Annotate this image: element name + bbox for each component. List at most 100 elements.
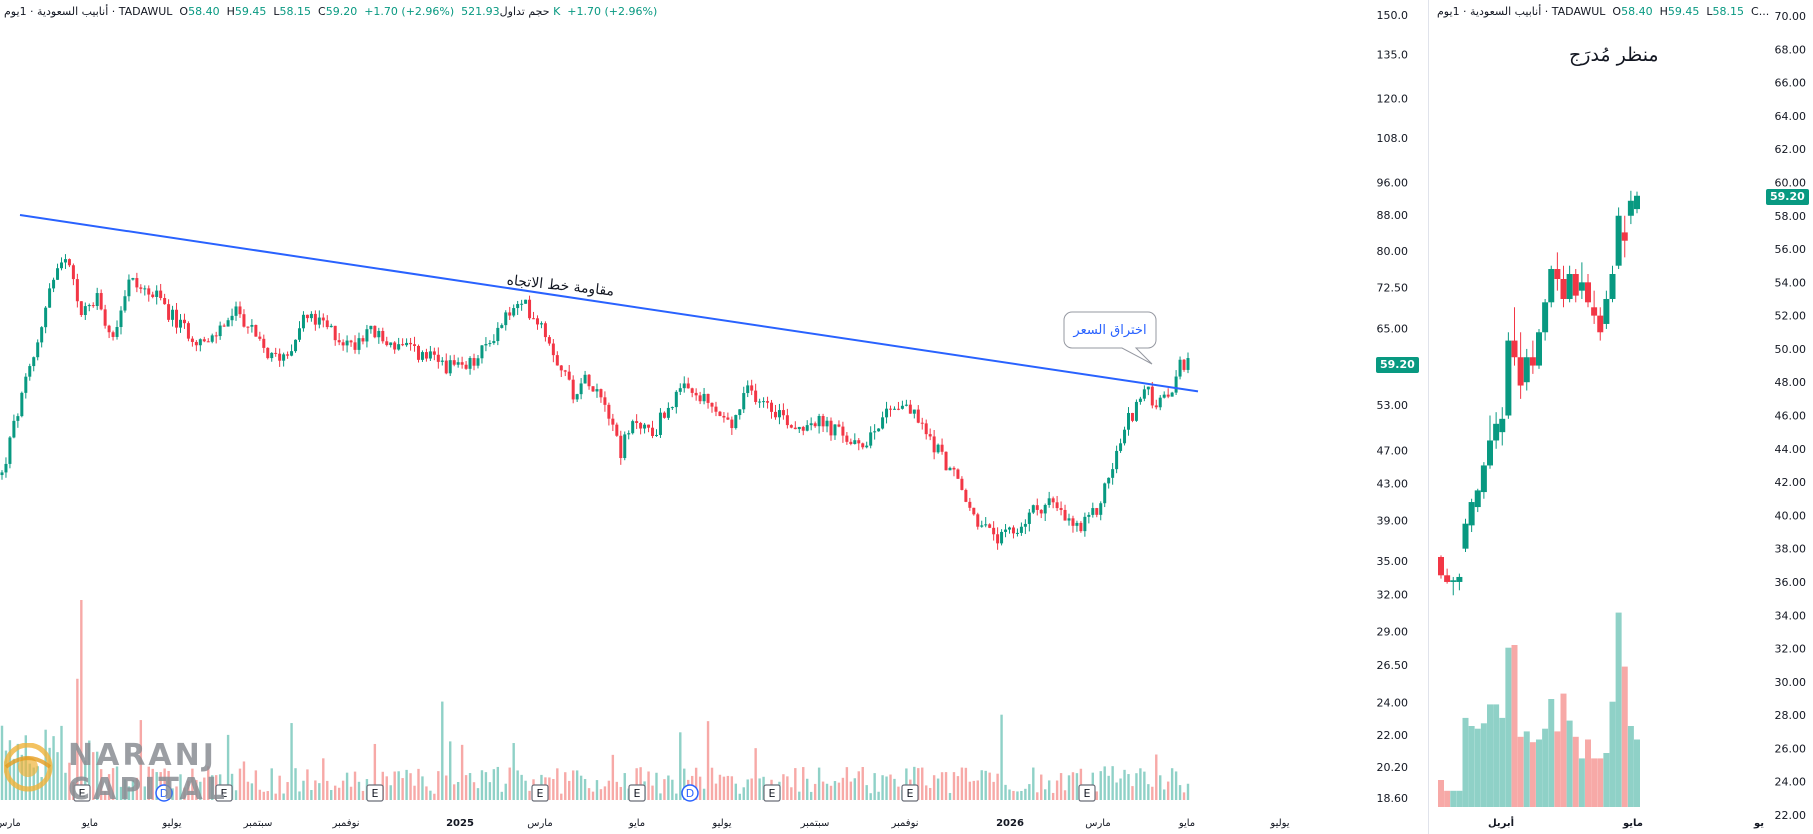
symbol-label[interactable]: أنابيب السعودية · 1يوم · TADAWUL <box>4 5 173 18</box>
volume-bar <box>147 766 150 800</box>
volume-bar <box>853 778 857 800</box>
volume-bar <box>238 768 242 800</box>
candle-body <box>218 325 222 337</box>
candle-body <box>535 318 539 325</box>
volume-bar <box>1016 791 1019 800</box>
earnings-marker[interactable]: E <box>763 784 781 802</box>
price-axis[interactable]: 70.00 68.00 66.00 64.00 62.00 60.00 58.00 56.00… <box>1775 10 1807 822</box>
candle-body <box>266 347 270 359</box>
volume-bar <box>1462 717 1469 807</box>
candle-body <box>972 507 976 515</box>
breakout-callout[interactable]: اختراق السعر <box>1063 311 1157 365</box>
volume-bar <box>1055 780 1059 800</box>
earnings-marker[interactable]: E <box>1078 784 1096 802</box>
volume-bar <box>1578 758 1585 807</box>
candle-body <box>627 433 631 435</box>
candle-body <box>551 343 555 356</box>
volume-bar <box>1111 766 1114 800</box>
volume-bar <box>322 758 325 800</box>
volume-bar <box>1572 736 1579 807</box>
volume-bar <box>393 771 396 800</box>
earnings-marker[interactable]: E <box>901 784 919 802</box>
volume-bar <box>952 772 956 800</box>
candle-body <box>1615 215 1622 266</box>
main-price-chart[interactable]: 150.0 135.0 120.0 108.0 96.00 88.00 80.00 72.50… <box>0 0 1428 834</box>
candle-body <box>111 332 115 337</box>
volume-bar <box>897 786 900 800</box>
earnings-marker-label: E <box>907 787 914 800</box>
candle-body <box>532 318 536 320</box>
candle-body <box>63 259 67 263</box>
volume-bar <box>429 790 432 800</box>
candle-body <box>79 301 83 316</box>
volume-bar <box>1119 778 1122 800</box>
volume-bar <box>88 740 91 800</box>
volume-bar <box>714 783 718 800</box>
earnings-marker[interactable]: E <box>73 784 91 802</box>
volume-bar <box>1444 790 1451 807</box>
candle-body <box>885 408 889 418</box>
time-axis[interactable]: مارس مايو يوليو سبتمبر نوفمبر 2025 مارس مايو يول… <box>0 818 1290 829</box>
candle-body <box>563 370 567 372</box>
earnings-marker[interactable]: E <box>628 784 646 802</box>
price-tick-label: 88.00 <box>1377 209 1409 222</box>
volume-bar <box>607 780 611 800</box>
candle-body <box>1083 516 1087 532</box>
volume-bar <box>603 786 607 800</box>
price-axis[interactable]: 150.0 135.0 120.0 108.0 96.00 88.00 80.00 72.50… <box>1377 9 1409 805</box>
volume-bar <box>595 780 599 800</box>
symbol-label[interactable]: أنابيب السعودية · 1يوم · TADAWUL <box>1437 5 1606 18</box>
volume-bar <box>199 781 202 800</box>
resistance-trendline[interactable] <box>19 214 1199 393</box>
volume-bar <box>504 783 507 800</box>
candle-body <box>1015 532 1019 534</box>
volume-bar <box>1131 786 1134 800</box>
price-tick-label: 56.00 <box>1775 243 1807 256</box>
candles[interactable] <box>1438 190 1640 596</box>
candle-body <box>1186 358 1190 370</box>
volume-bar <box>1107 775 1110 800</box>
volume-value: 521.93 K <box>461 5 561 18</box>
candle-body <box>853 440 857 444</box>
volume-bar <box>242 761 246 800</box>
dividend-marker[interactable]: D <box>155 784 173 802</box>
price-tick-label: 66.00 <box>1775 77 1807 90</box>
time-axis[interactable]: أبريل مايو يو <box>1488 816 1764 829</box>
earnings-marker-box <box>73 784 91 802</box>
volume-bar <box>587 788 591 800</box>
candle-body <box>833 424 837 436</box>
price-tick-label: 44.00 <box>1775 443 1807 456</box>
volume-bar <box>452 784 456 800</box>
price-tick-label: 28.00 <box>1775 709 1807 722</box>
earnings-marker[interactable]: E <box>215 784 233 802</box>
candle-body <box>436 354 440 362</box>
volume-bar <box>294 768 297 800</box>
volume-bar <box>845 767 849 800</box>
candles[interactable] <box>0 254 1190 550</box>
volume-bar <box>639 767 642 800</box>
candle-body <box>920 422 924 424</box>
volume-bar <box>1143 771 1146 800</box>
earnings-marker[interactable]: E <box>366 784 384 802</box>
candle-body <box>194 341 198 346</box>
volume-bar <box>806 778 809 800</box>
price-tick-label: 120.0 <box>1377 93 1409 106</box>
volume-bar <box>207 766 210 800</box>
volume-bar <box>520 774 523 800</box>
zoomed-price-chart[interactable]: 70.00 68.00 66.00 64.00 62.00 60.00 58.00 56.00… <box>1429 0 1813 834</box>
candle-body <box>547 337 551 344</box>
candle-body <box>654 434 658 436</box>
candle-body <box>190 338 194 342</box>
price-tick-label: 42.00 <box>1775 476 1807 489</box>
dividend-marker[interactable]: D <box>681 784 699 802</box>
volume-bar <box>992 781 995 800</box>
candle-body <box>924 423 928 435</box>
volume-bar <box>306 769 309 800</box>
main-chart-panel[interactable]: أنابيب السعودية · 1يوم · TADAWUL O58.40 … <box>0 0 1428 834</box>
earnings-marker[interactable]: E <box>531 784 549 802</box>
zoomed-chart-panel[interactable]: أنابيب السعودية · 1يوم · TADAWUL O58.40 … <box>1428 0 1813 834</box>
volume-bar <box>1615 612 1622 807</box>
volume-bar <box>928 787 932 800</box>
volume-bar <box>1151 786 1154 800</box>
